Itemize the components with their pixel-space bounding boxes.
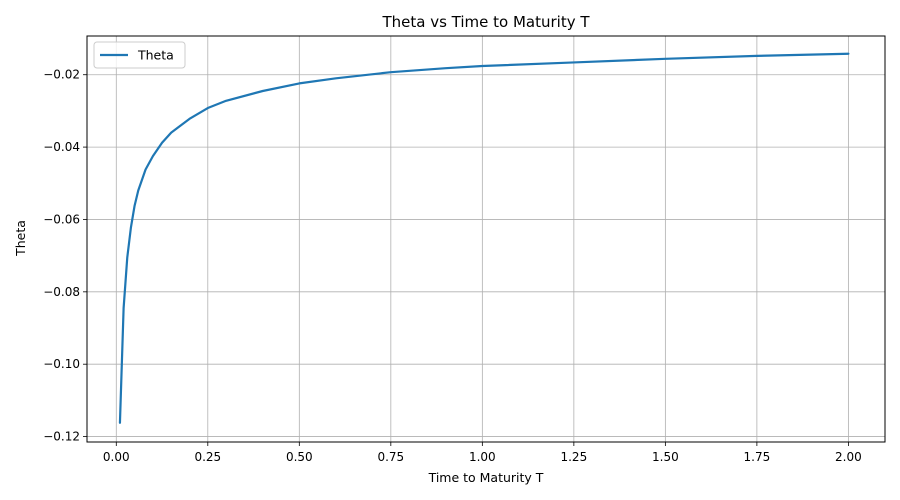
x-tick-label: 0.75 [377,450,404,464]
x-tick-label: 1.00 [469,450,496,464]
legend-box [93,41,186,69]
grid [87,36,885,442]
y-tick-label: −0.06 [43,212,80,226]
x-tick-label: 0.00 [103,450,130,464]
x-tick-label: 0.25 [194,450,221,464]
chart-title: Theta vs Time to Maturity T [381,13,590,31]
legend: Theta [93,41,186,69]
x-tick-label: 2.00 [835,450,862,464]
plot-area-frame [86,35,886,443]
x-tick-label: 1.75 [744,450,771,464]
y-tick-label: −0.08 [43,285,80,299]
y-tick-label: −0.12 [43,430,80,444]
series-layer [118,52,850,424]
x-axis-ticks: 0.00 0.25 0.50 0.75 1.00 1.25 1.50 1.75 2.00 [103,442,862,464]
x-axis-label: Time to Maturity T [428,470,544,485]
x-tick-label: 1.50 [652,450,679,464]
y-axis-label: Theta [13,220,28,257]
x-tick-label: 0.50 [286,450,313,464]
y-axis-ticks: −0.12 −0.10 −0.08 −0.06 −0.04 −0.02 [43,68,87,444]
y-tick-label: −0.04 [43,140,80,154]
legend-entry-label: Theta [137,48,174,63]
y-tick-label: −0.10 [43,357,80,371]
y-tick-label: −0.02 [43,68,80,82]
x-tick-label: 1.25 [560,450,587,464]
series-line-theta [118,52,850,424]
